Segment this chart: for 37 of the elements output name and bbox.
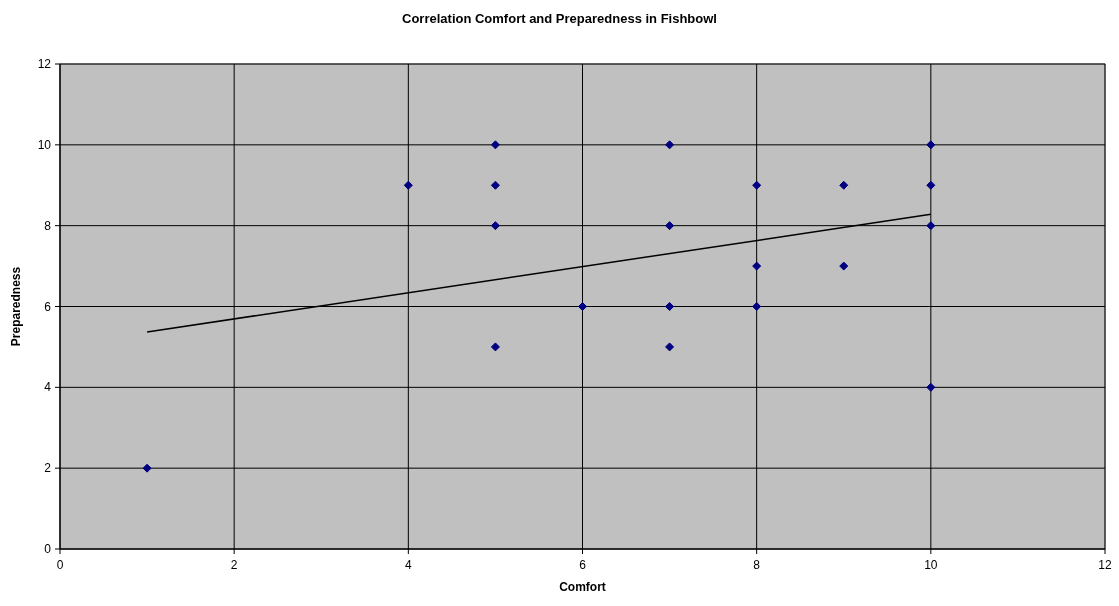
point: [926, 382, 936, 392]
point: [752, 302, 762, 311]
x-tick-label: 6: [579, 558, 587, 572]
point: [578, 302, 587, 311]
y-tick-label: 4: [44, 380, 52, 395]
point: [142, 463, 152, 473]
y-axis-title: Preparedness: [9, 266, 23, 347]
point: [839, 180, 849, 190]
x-tick-label: 12: [1098, 558, 1112, 572]
point: [926, 221, 936, 231]
y-tick-label: 0: [44, 542, 52, 556]
x-tick-label: 8: [753, 558, 761, 572]
point: [490, 180, 500, 190]
point: [403, 180, 413, 190]
y-tick-label: 8: [44, 218, 52, 233]
x-axis-title: Comfort: [559, 580, 606, 594]
point: [665, 221, 675, 231]
point: [490, 140, 500, 150]
x-tick-label: 2: [230, 558, 238, 572]
chart-title: Correlation Comfort and Preparedness in Fishbowl: [402, 11, 717, 26]
y-tick-label: 2: [44, 461, 52, 476]
point: [752, 180, 762, 190]
point: [926, 140, 936, 150]
point: [665, 342, 675, 352]
y-tick-label: 12: [37, 57, 52, 71]
y-tick-label: 6: [44, 299, 52, 314]
x-tick-label: 4: [404, 558, 412, 572]
point: [490, 342, 500, 352]
y-tick-label: 10: [37, 137, 52, 152]
point: [665, 140, 675, 150]
point: [752, 261, 762, 271]
x-tick-label: 0: [56, 558, 64, 572]
point: [926, 180, 936, 190]
point: [839, 261, 849, 271]
point: [665, 302, 675, 311]
point: [490, 221, 500, 231]
x-tick-label: 10: [924, 558, 938, 572]
